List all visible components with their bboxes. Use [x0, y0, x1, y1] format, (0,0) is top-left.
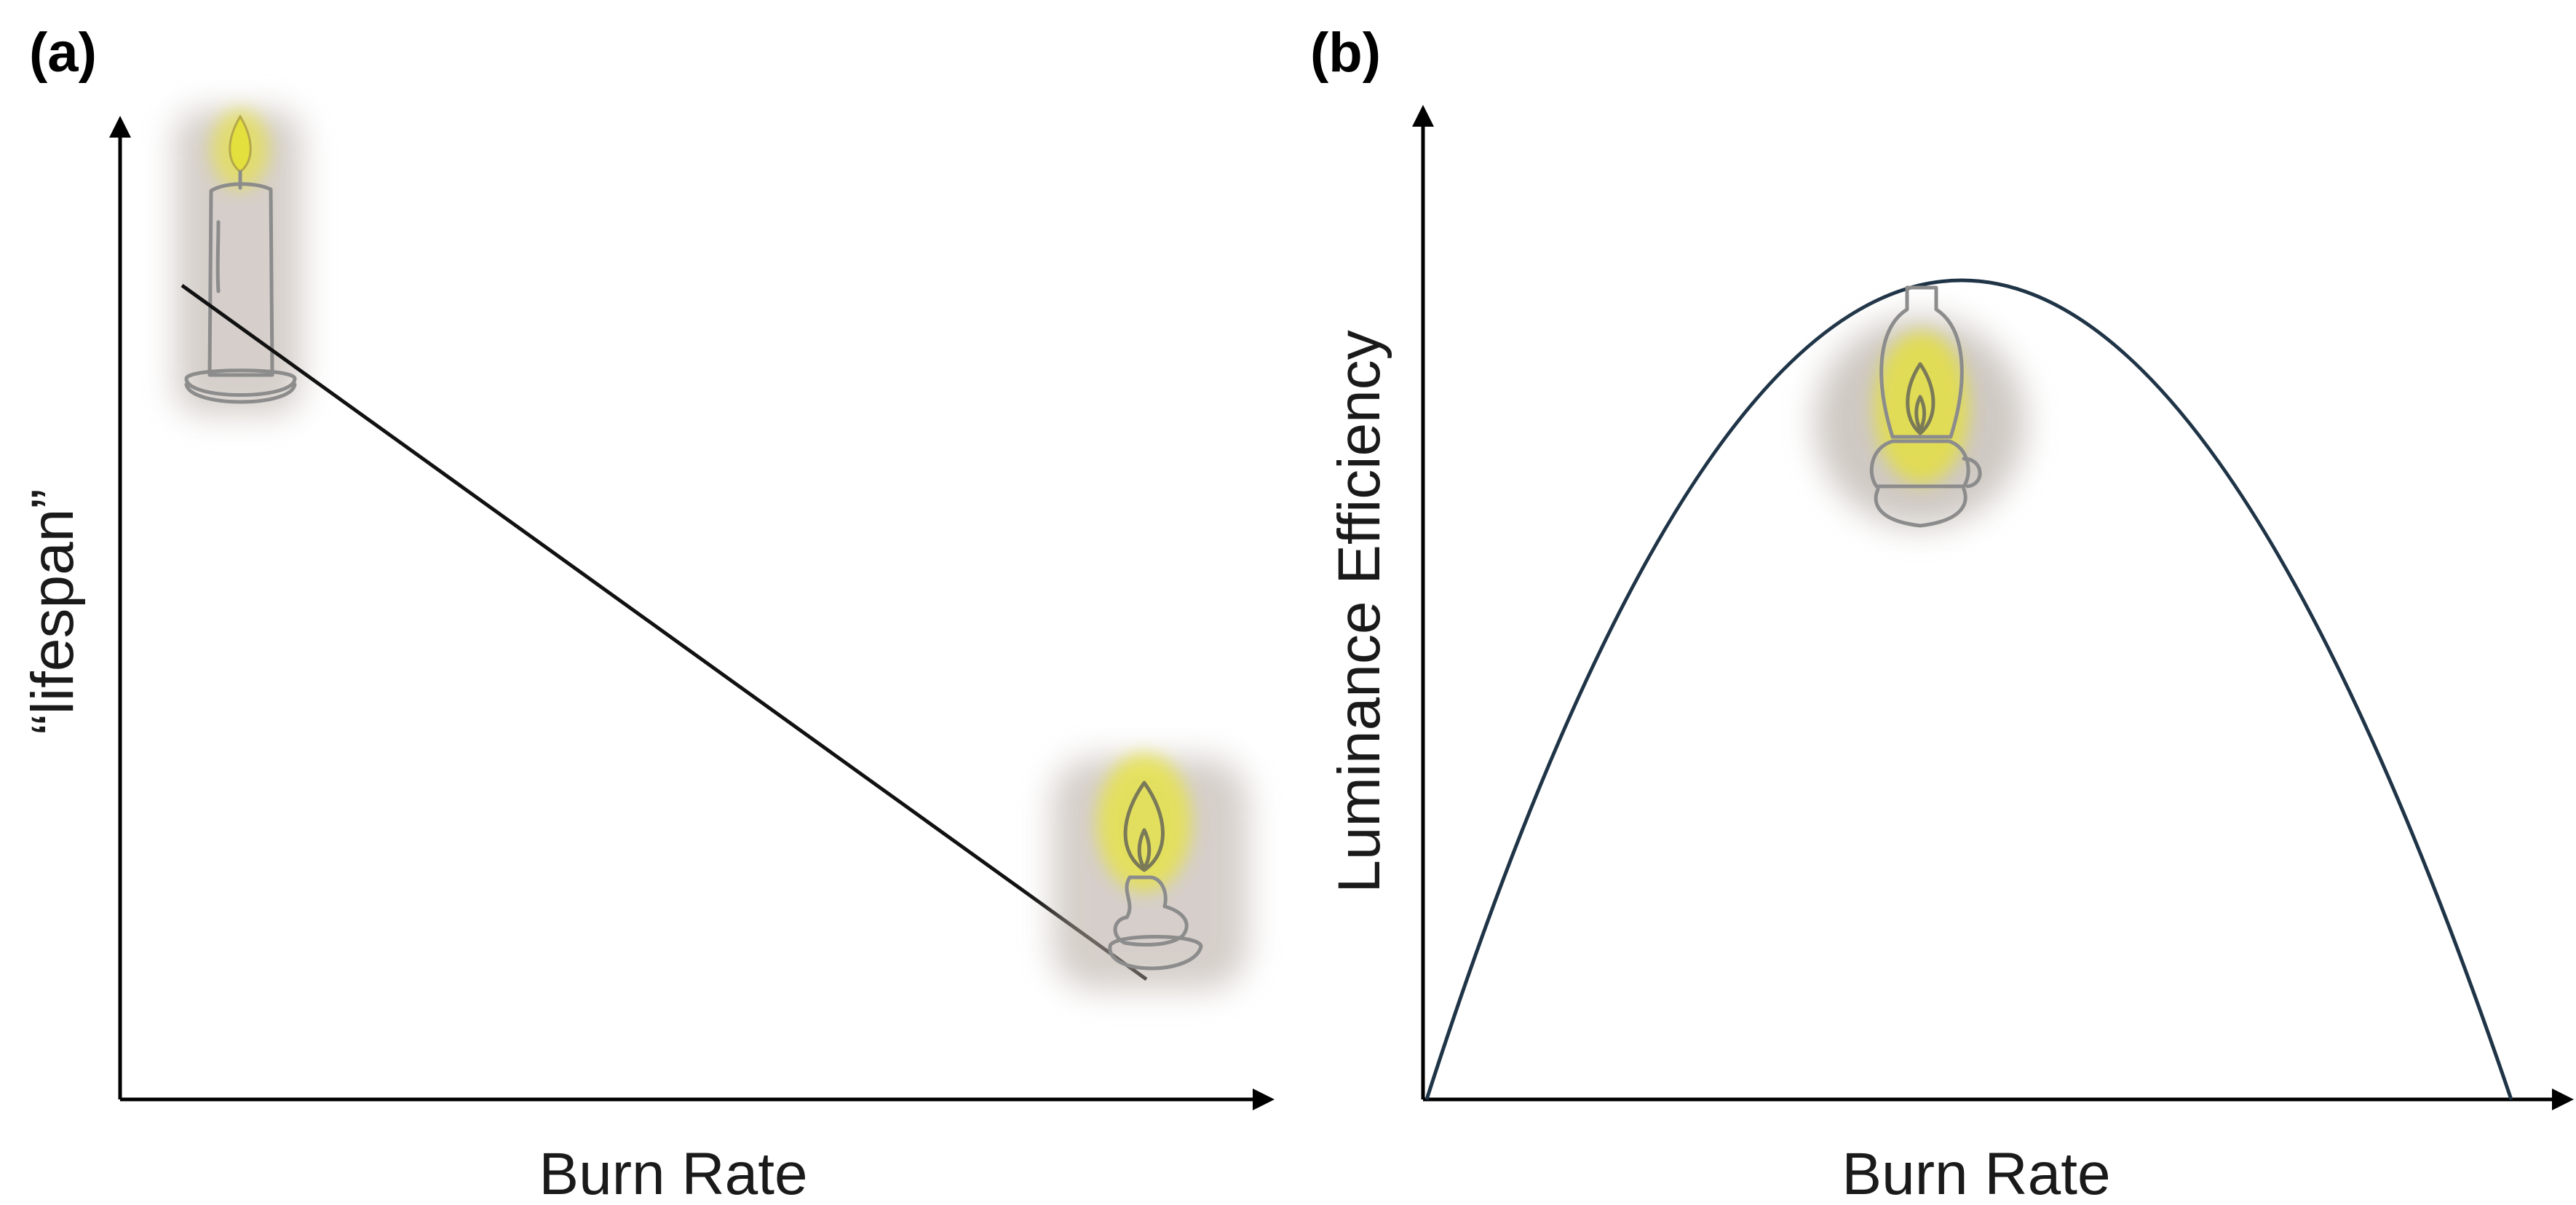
x-axis-label-a: Burn Rate — [539, 1141, 807, 1205]
y-axis-label-a: “lifespan” — [20, 489, 86, 734]
panel-a: (a) “lifespan” Burn Rate — [20, 22, 1275, 1205]
oil-lamp-icon — [1815, 285, 2026, 528]
efficiency-curve-b — [1424, 278, 2513, 1100]
panel-a-label: (a) — [29, 22, 97, 84]
x-axis-label-b: Burn Rate — [1842, 1141, 2110, 1205]
panel-b: (b) Luminance Efficiency Burn Rate — [1310, 22, 2574, 1205]
panel-b-label: (b) — [1310, 22, 1381, 84]
trend-line-a — [181, 283, 1148, 981]
melted-candle-icon — [1052, 754, 1248, 990]
tall-candle-icon — [175, 109, 302, 415]
y-axis-label-b: Luminance Efficiency — [1326, 330, 1392, 893]
